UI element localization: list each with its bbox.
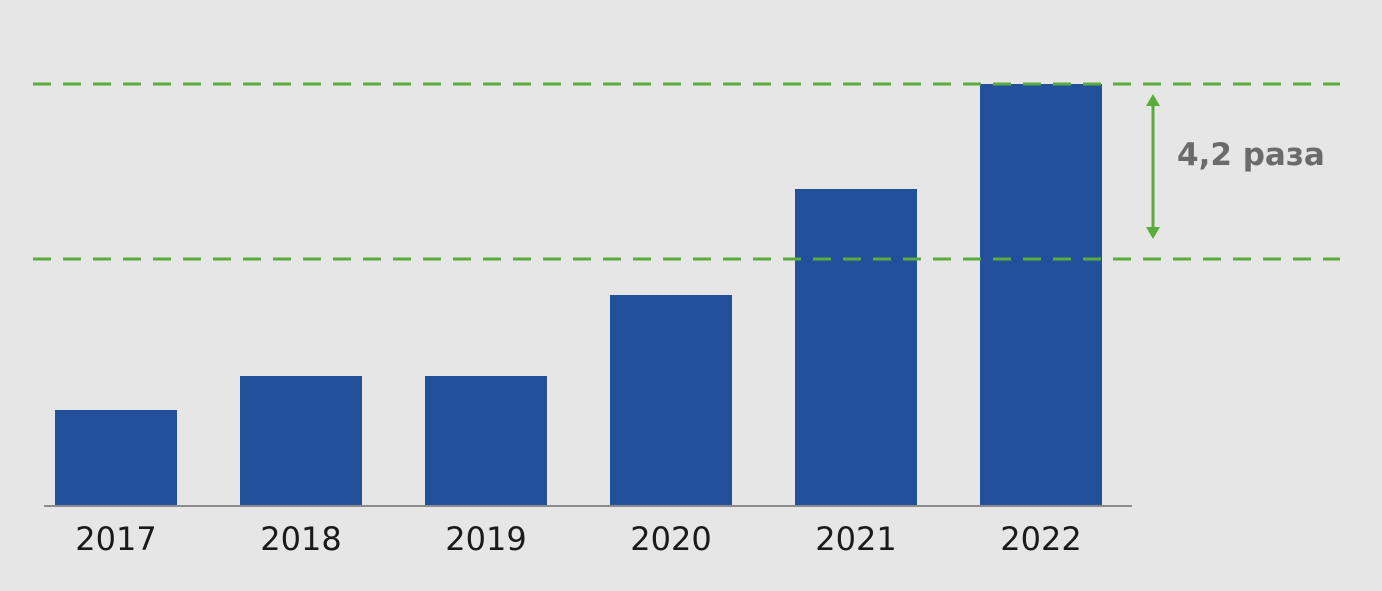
arrow-head <box>1146 94 1160 106</box>
bar <box>55 410 177 506</box>
bar <box>425 376 547 506</box>
bar <box>240 376 362 506</box>
x-tick-label: 2019 <box>445 520 526 558</box>
bar <box>980 84 1102 506</box>
annotation: 4,2 раза <box>1177 137 1325 173</box>
arrow-head <box>1146 227 1160 239</box>
x-tick-label: 2018 <box>260 520 341 558</box>
bar <box>610 295 732 506</box>
x-tick-label: 2020 <box>630 520 711 558</box>
x-tick-label: 2021 <box>815 520 896 558</box>
bar <box>795 189 917 506</box>
x-tick-label: 2022 <box>1000 520 1081 558</box>
x-tick-label: 2017 <box>75 520 156 558</box>
